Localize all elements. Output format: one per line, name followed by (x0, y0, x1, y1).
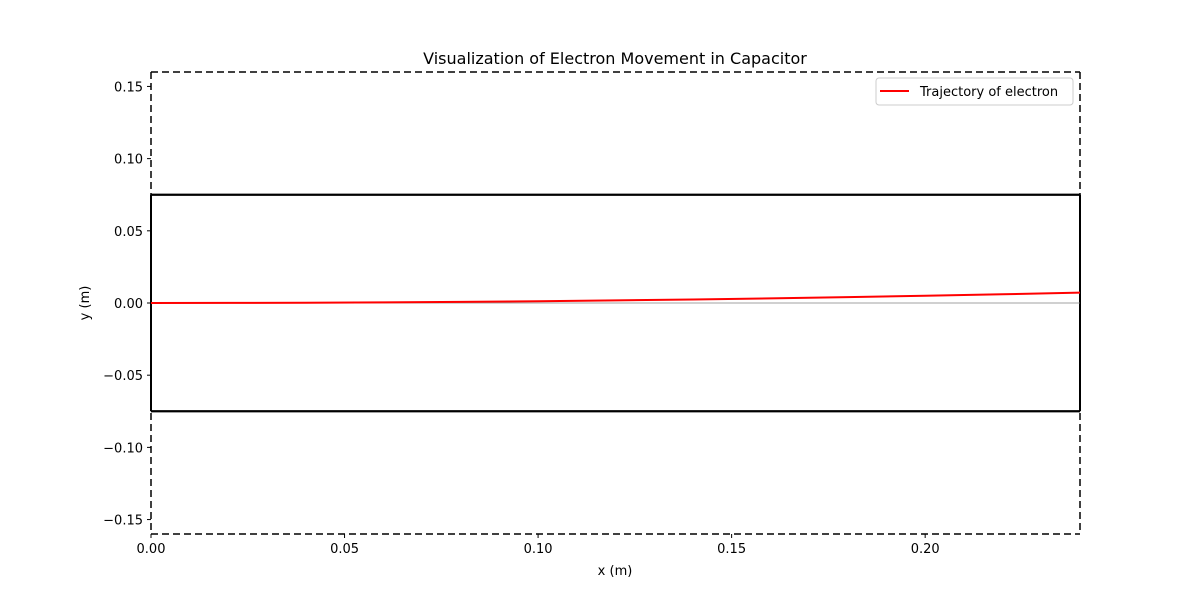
x-tick-label: 0.00 (137, 542, 166, 557)
y-tick-label: 0.00 (114, 297, 143, 312)
y-tick-label: −0.10 (103, 441, 143, 456)
x-axis-label: x (m) (598, 564, 633, 579)
chart-title: Visualization of Electron Movement in Ca… (423, 49, 807, 68)
x-tick-label: 0.05 (330, 542, 359, 557)
y-tick-label: 0.05 (114, 225, 143, 240)
legend: Trajectory of electron (875, 77, 1074, 106)
y-tick-label: 0.10 (114, 153, 143, 168)
legend-frame (875, 77, 1074, 106)
y-tick-label: −0.05 (103, 369, 143, 384)
x-tick-label: 0.15 (717, 542, 746, 557)
x-tick-label: 0.20 (911, 542, 940, 557)
plot-area (147, 71, 1081, 538)
x-tick-label: 0.10 (524, 542, 553, 557)
y-axis-label: y (m) (78, 286, 93, 321)
y-tick-label: −0.15 (103, 514, 143, 529)
legend-label-trajectory: Trajectory of electron (919, 85, 1058, 100)
y-tick-label: 0.15 (114, 80, 143, 95)
series-line-trajectory (150, 291, 1081, 304)
